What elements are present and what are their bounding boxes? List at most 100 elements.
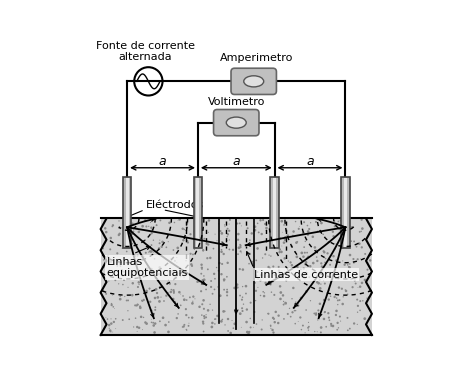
Point bbox=[119, 272, 127, 278]
Point bbox=[331, 294, 338, 300]
Point bbox=[292, 298, 300, 304]
Point bbox=[120, 269, 128, 275]
Point bbox=[254, 276, 262, 282]
Point bbox=[349, 284, 356, 290]
Point bbox=[104, 253, 112, 259]
Point bbox=[131, 253, 139, 259]
Point bbox=[133, 303, 141, 309]
Point bbox=[343, 288, 350, 294]
Point bbox=[153, 222, 160, 228]
Point bbox=[254, 220, 261, 226]
Point bbox=[305, 319, 312, 326]
Point bbox=[275, 264, 282, 270]
Point bbox=[171, 219, 178, 226]
Point bbox=[334, 320, 341, 326]
Point bbox=[207, 301, 214, 308]
Point bbox=[275, 268, 283, 274]
Point bbox=[289, 309, 296, 315]
Point bbox=[318, 324, 325, 331]
Point bbox=[312, 219, 319, 225]
Point bbox=[186, 294, 194, 300]
Point bbox=[321, 259, 329, 265]
Point bbox=[215, 268, 222, 274]
Point bbox=[107, 316, 115, 322]
Point bbox=[287, 314, 295, 320]
Point bbox=[100, 257, 107, 263]
Point bbox=[135, 272, 142, 278]
Point bbox=[181, 226, 188, 232]
Point bbox=[300, 254, 307, 260]
Point bbox=[124, 284, 132, 290]
Point bbox=[129, 221, 136, 227]
Point bbox=[251, 228, 258, 234]
Point bbox=[267, 322, 274, 329]
Point bbox=[236, 266, 243, 272]
Point bbox=[153, 286, 160, 292]
Point bbox=[165, 329, 172, 335]
Point bbox=[257, 277, 264, 283]
Point bbox=[269, 327, 276, 333]
Point bbox=[251, 280, 259, 286]
Point bbox=[155, 271, 163, 277]
Point bbox=[210, 246, 217, 252]
Point bbox=[321, 309, 329, 315]
Point bbox=[135, 279, 142, 285]
Point bbox=[292, 308, 299, 314]
Point bbox=[359, 226, 366, 232]
Point bbox=[220, 308, 227, 314]
Point bbox=[310, 260, 317, 266]
Point bbox=[171, 268, 178, 275]
Point bbox=[105, 278, 112, 284]
Point bbox=[288, 262, 296, 268]
Point bbox=[312, 311, 319, 318]
Point bbox=[254, 284, 261, 290]
Point bbox=[329, 229, 337, 235]
Point bbox=[276, 246, 284, 252]
Point bbox=[170, 290, 177, 296]
Point bbox=[364, 260, 372, 266]
Point bbox=[193, 226, 201, 232]
Point bbox=[124, 297, 132, 303]
Point bbox=[234, 237, 242, 243]
Point bbox=[148, 242, 155, 248]
Point bbox=[170, 247, 177, 253]
Point bbox=[336, 251, 343, 257]
Point bbox=[110, 319, 118, 325]
Point bbox=[267, 324, 274, 330]
Point bbox=[261, 221, 269, 227]
Point bbox=[339, 258, 346, 264]
Point bbox=[243, 306, 251, 313]
Point bbox=[143, 265, 151, 272]
Point bbox=[258, 272, 265, 278]
Point bbox=[298, 250, 306, 256]
Point bbox=[313, 310, 320, 316]
Point bbox=[103, 254, 111, 260]
Point bbox=[358, 244, 366, 250]
Point bbox=[109, 292, 116, 298]
Point bbox=[207, 255, 214, 261]
Point bbox=[356, 307, 364, 313]
Point bbox=[246, 251, 254, 257]
Point bbox=[165, 239, 172, 245]
Point bbox=[118, 225, 125, 231]
Point bbox=[270, 238, 278, 244]
Point bbox=[325, 296, 332, 303]
Point bbox=[354, 309, 361, 315]
Point bbox=[239, 308, 246, 314]
Point bbox=[109, 329, 116, 335]
Point bbox=[199, 277, 207, 283]
Point bbox=[237, 244, 244, 250]
Point bbox=[237, 324, 245, 331]
Point bbox=[156, 237, 164, 243]
Point bbox=[209, 320, 216, 326]
Point bbox=[319, 231, 327, 237]
Point bbox=[211, 276, 219, 282]
Point bbox=[302, 259, 310, 265]
Point bbox=[145, 249, 152, 255]
Point bbox=[114, 272, 122, 278]
Point bbox=[204, 266, 212, 272]
Point bbox=[284, 311, 291, 317]
Point bbox=[271, 319, 278, 325]
Point bbox=[224, 234, 231, 240]
Point bbox=[129, 292, 136, 298]
